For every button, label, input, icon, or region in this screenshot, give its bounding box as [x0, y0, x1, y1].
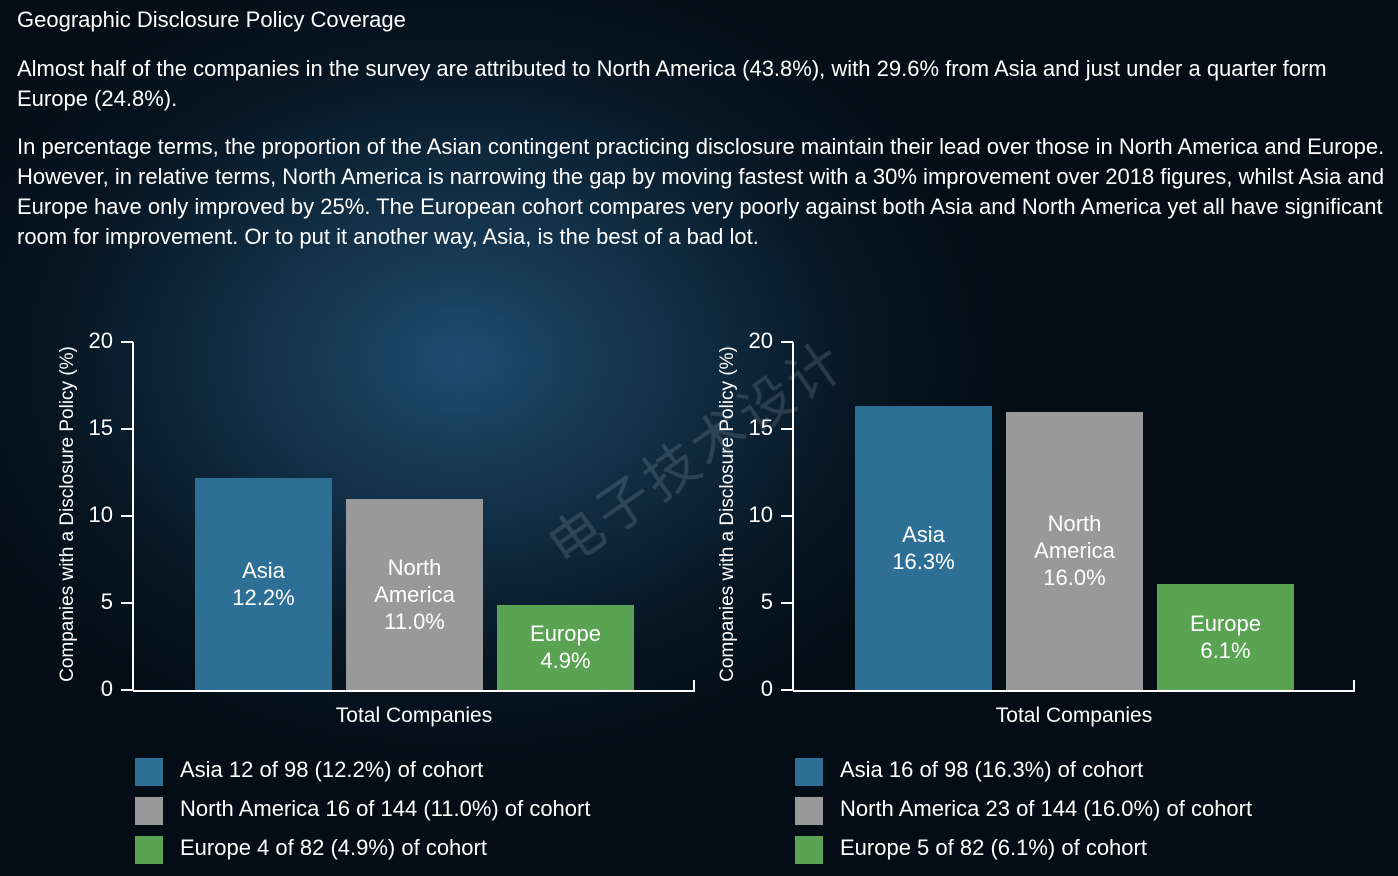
bar: North America 11.0%: [346, 498, 483, 690]
bar: North America 16.0%: [1006, 411, 1143, 690]
x-axis-end-tick: [1353, 680, 1355, 692]
y-tick: [781, 341, 793, 343]
y-tick-label: 10: [88, 502, 113, 527]
y-tick: [781, 515, 793, 517]
bar: Asia 12.2%: [195, 477, 332, 690]
page-title: Geographic Disclosure Policy Coverage: [17, 7, 406, 32]
y-axis-label: Companies with a Disclosure Policy (%): [717, 346, 738, 682]
y-tick-label: 0: [760, 676, 773, 701]
legend-swatch: [795, 797, 823, 825]
legend-label: North America 16 of 144 (11.0%) of cohor…: [180, 796, 591, 821]
x-axis-end-tick: [693, 680, 695, 692]
y-tick: [781, 428, 793, 430]
y-tick-label: 10: [748, 502, 773, 527]
bar-category-label: North America: [374, 554, 455, 607]
y-tick-label: 15: [88, 415, 113, 440]
bar: Asia 16.3%: [855, 406, 992, 690]
legend-label: Asia 16 of 98 (16.3%) of cohort: [840, 757, 1144, 782]
y-tick-label: 5: [100, 589, 113, 614]
y-tick-label: 5: [760, 589, 773, 614]
legend-label: Europe 5 of 82 (6.1%) of cohort: [840, 835, 1147, 860]
y-tick-label: 15: [748, 415, 773, 440]
bar-category-label: Europe: [530, 621, 601, 647]
x-axis: [133, 690, 695, 692]
legend-swatch: [135, 797, 163, 825]
y-tick-label: 0: [100, 676, 113, 701]
y-tick: [121, 428, 133, 430]
y-tick-label: 20: [748, 328, 773, 353]
bar-value-label: 16.0%: [1043, 565, 1106, 591]
bar-category-label: North America: [1034, 511, 1115, 564]
y-tick: [121, 341, 133, 343]
legend-swatch: [795, 758, 823, 786]
legend-label: Asia 12 of 98 (12.2%) of cohort: [180, 757, 484, 782]
x-axis-label: Total Companies: [335, 704, 493, 727]
legend-label: Europe 4 of 82 (4.9%) of cohort: [180, 835, 487, 860]
bar-category-label: Asia: [242, 557, 285, 583]
y-axis-label: Companies with a Disclosure Policy (%): [57, 346, 78, 682]
bar-value-label: 16.3%: [892, 549, 955, 575]
x-axis: [793, 690, 1355, 692]
legend-label: North America 23 of 144 (16.0%) of cohor…: [840, 796, 1253, 821]
bar-category-label: Europe: [1190, 610, 1261, 636]
y-tick: [121, 602, 133, 604]
bar-value-label: 4.9%: [540, 648, 591, 674]
bar: Europe 6.1%: [1157, 583, 1294, 690]
paragraph: Almost half of the companies in the surv…: [17, 56, 1327, 111]
paragraph: In percentage terms, the proportion of t…: [17, 134, 1385, 249]
bar-value-label: 11.0%: [384, 608, 445, 634]
legend-swatch: [135, 836, 163, 864]
y-axis: [132, 342, 134, 691]
y-axis: [792, 342, 794, 691]
watermark: 电子技术设计: [537, 329, 857, 579]
bar-value-label: 6.1%: [1200, 637, 1251, 663]
legend-swatch: [795, 836, 823, 864]
legend-swatch: [135, 758, 163, 786]
y-tick-label: 20: [88, 328, 113, 353]
x-axis-label: Total Companies: [995, 704, 1153, 727]
bar: Europe 4.9%: [497, 604, 634, 690]
y-tick: [781, 689, 793, 691]
y-tick: [121, 515, 133, 517]
y-tick: [781, 602, 793, 604]
y-tick: [121, 689, 133, 691]
bar-value-label: 12.2%: [232, 584, 295, 610]
bar-category-label: Asia: [902, 522, 945, 548]
